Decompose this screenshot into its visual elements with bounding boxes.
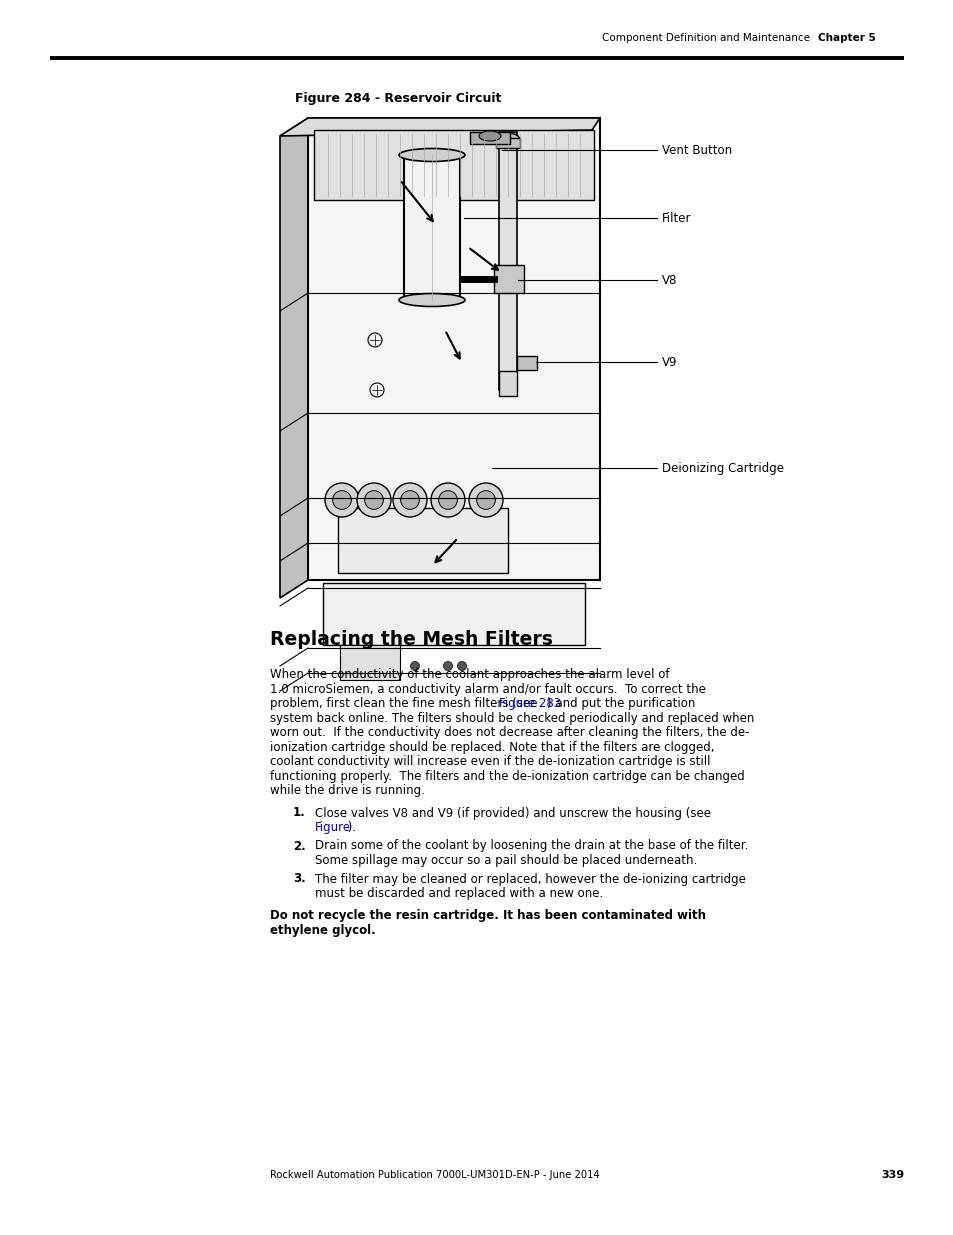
Circle shape	[377, 662, 386, 671]
Polygon shape	[280, 119, 599, 136]
Polygon shape	[308, 119, 599, 580]
Text: ).: ).	[343, 821, 355, 834]
Circle shape	[469, 483, 502, 517]
Circle shape	[325, 483, 358, 517]
Text: Drain some of the coolant by loosening the drain at the base of the filter.: Drain some of the coolant by loosening t…	[314, 840, 747, 852]
Circle shape	[333, 490, 351, 509]
Text: Vent Button: Vent Button	[661, 143, 731, 157]
Text: Component Definition and Maintenance: Component Definition and Maintenance	[601, 33, 809, 43]
Circle shape	[457, 662, 466, 671]
Text: V8: V8	[661, 273, 677, 287]
Ellipse shape	[478, 131, 500, 141]
Bar	[470, 132, 510, 144]
Text: Filter: Filter	[661, 211, 691, 225]
Text: Do not recycle the resin cartridge. It has been contaminated with: Do not recycle the resin cartridge. It h…	[270, 909, 705, 923]
Text: When the conductivity of the coolant approaches the alarm level of: When the conductivity of the coolant app…	[270, 668, 669, 680]
Text: functioning properly.  The filters and the de-ionization cartridge can be change: functioning properly. The filters and th…	[270, 769, 744, 783]
Text: coolant conductivity will increase even if the de-ionization cartridge is still: coolant conductivity will increase even …	[270, 755, 710, 768]
Text: Rockwell Automation Publication 7000L-UM301D-EN-P - June 2014: Rockwell Automation Publication 7000L-UM…	[270, 1170, 599, 1179]
Circle shape	[356, 483, 391, 517]
Text: Figure 283: Figure 283	[498, 697, 560, 710]
Text: 1.0 microSiemen, a conductivity alarm and/or fault occurs.  To correct the: 1.0 microSiemen, a conductivity alarm an…	[270, 683, 705, 695]
Ellipse shape	[398, 148, 464, 162]
Text: Deionizing Cartridge: Deionizing Cartridge	[661, 462, 783, 474]
Text: Chapter 5: Chapter 5	[817, 33, 875, 43]
Text: Figure: Figure	[314, 821, 351, 834]
Polygon shape	[280, 119, 308, 598]
Bar	[496, 138, 519, 148]
Text: Close valves V8 and V9 (if provided) and unscrew the housing (see: Close valves V8 and V9 (if provided) and…	[314, 806, 710, 820]
Circle shape	[410, 662, 419, 671]
Text: 1.: 1.	[293, 806, 305, 820]
Bar	[498, 132, 517, 390]
Bar	[339, 645, 399, 680]
Text: Replacing the Mesh Filters: Replacing the Mesh Filters	[270, 630, 553, 650]
Bar	[323, 583, 584, 645]
Text: ionization cartridge should be replaced. Note that if the filters are clogged,: ionization cartridge should be replaced.…	[270, 741, 714, 753]
Bar	[517, 356, 537, 370]
Text: The filter may be cleaned or replaced, however the de-ionizing cartridge: The filter may be cleaned or replaced, h…	[314, 872, 745, 885]
Text: 3.: 3.	[293, 872, 305, 885]
Ellipse shape	[398, 294, 464, 306]
Text: 339: 339	[880, 1170, 903, 1179]
Text: must be discarded and replaced with a new one.: must be discarded and replaced with a ne…	[314, 887, 602, 900]
Text: ) and put the purification: ) and put the purification	[546, 697, 695, 710]
Bar	[494, 266, 523, 293]
Circle shape	[476, 490, 495, 509]
Text: Figure 284 - Reservoir Circuit: Figure 284 - Reservoir Circuit	[294, 91, 501, 105]
Bar	[403, 156, 459, 300]
Bar	[314, 130, 594, 200]
Ellipse shape	[496, 133, 519, 147]
Text: worn out.  If the conductivity does not decrease after cleaning the filters, the: worn out. If the conductivity does not d…	[270, 726, 749, 739]
Text: Some spillage may occur so a pail should be placed underneath.: Some spillage may occur so a pail should…	[314, 853, 697, 867]
Circle shape	[364, 490, 383, 509]
Circle shape	[438, 490, 456, 509]
Circle shape	[393, 483, 427, 517]
Text: problem, first clean the fine mesh filters (see: problem, first clean the fine mesh filte…	[270, 697, 540, 710]
Circle shape	[443, 662, 452, 671]
Circle shape	[400, 490, 419, 509]
Circle shape	[431, 483, 464, 517]
Bar	[337, 508, 507, 573]
Text: while the drive is running.: while the drive is running.	[270, 784, 424, 797]
Bar	[498, 370, 517, 396]
Text: ethylene glycol.: ethylene glycol.	[270, 924, 375, 937]
Text: 2.: 2.	[293, 840, 305, 852]
Text: V9: V9	[661, 356, 677, 368]
Text: system back online. The filters should be checked periodically and replaced when: system back online. The filters should b…	[270, 711, 754, 725]
